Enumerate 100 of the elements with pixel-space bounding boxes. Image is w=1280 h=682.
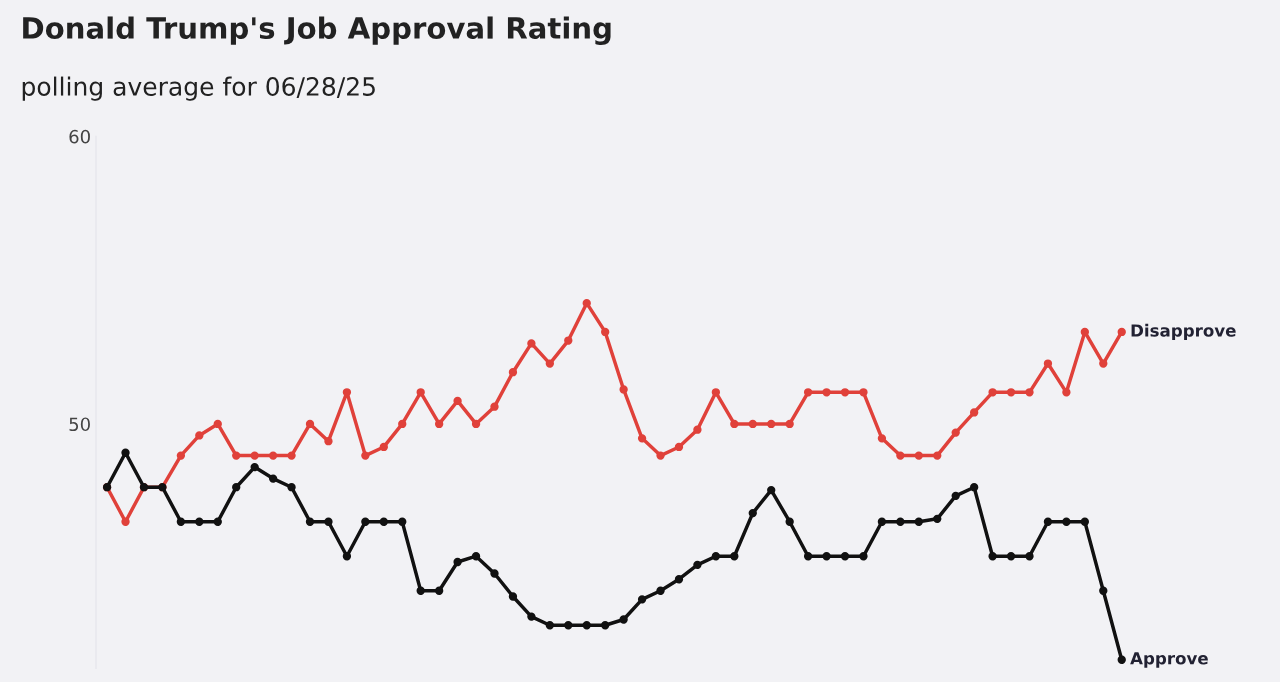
point (305, 419, 315, 429)
point (1025, 388, 1034, 397)
point (1043, 359, 1053, 368)
point (213, 517, 222, 526)
point (969, 483, 979, 492)
point (508, 368, 518, 377)
point (324, 517, 333, 526)
point (195, 517, 204, 526)
point (730, 419, 739, 429)
point (287, 451, 296, 460)
point (527, 612, 536, 621)
point (379, 517, 388, 526)
point (324, 437, 333, 446)
point (951, 491, 960, 500)
point (545, 359, 554, 368)
point (859, 552, 868, 561)
point (1043, 517, 1053, 526)
point (601, 327, 610, 337)
point (840, 388, 850, 397)
point (232, 451, 241, 460)
point (933, 514, 942, 523)
point (951, 428, 960, 437)
point (1062, 517, 1071, 526)
point (730, 552, 739, 561)
point (896, 517, 905, 526)
point (1025, 552, 1034, 561)
point (1006, 552, 1016, 561)
point (121, 517, 130, 526)
point (1099, 359, 1108, 368)
point (398, 419, 407, 429)
point (434, 419, 444, 429)
point (877, 434, 887, 443)
point (471, 419, 481, 429)
point (840, 552, 850, 561)
point (287, 483, 296, 492)
point (342, 388, 352, 397)
point (508, 592, 518, 601)
point (674, 575, 684, 584)
point (619, 615, 628, 624)
point (582, 621, 591, 630)
point (1117, 327, 1126, 337)
point (674, 442, 684, 452)
point (527, 339, 536, 348)
point (1006, 388, 1016, 397)
point (637, 434, 647, 443)
point (1099, 586, 1108, 595)
point (785, 517, 794, 526)
point (545, 621, 554, 630)
point (619, 385, 628, 394)
y-tick-label: 60 (69, 129, 90, 144)
point (361, 517, 370, 526)
point (914, 451, 923, 460)
point (490, 402, 499, 411)
point (988, 388, 997, 397)
series-label: Disapprove (1131, 323, 1236, 340)
point (785, 419, 794, 429)
point (121, 448, 130, 457)
point (434, 586, 444, 595)
point (822, 552, 831, 561)
point (822, 388, 831, 397)
point (969, 408, 979, 417)
point (656, 451, 665, 460)
point (268, 474, 278, 483)
point (693, 425, 702, 434)
point (453, 557, 462, 567)
point (748, 508, 757, 518)
point (213, 419, 222, 429)
chart-subtitle: polling average for 06/28/25 (22, 76, 375, 101)
point (416, 586, 425, 595)
point (859, 388, 868, 397)
point (305, 517, 315, 526)
point (195, 431, 204, 440)
point (803, 388, 813, 397)
point (767, 419, 776, 429)
point (914, 517, 923, 526)
point (711, 388, 721, 397)
point (490, 569, 499, 578)
point (877, 517, 887, 526)
point (342, 552, 352, 561)
point (416, 388, 425, 397)
point (564, 621, 573, 630)
point (471, 552, 481, 561)
point (656, 586, 665, 595)
point (176, 517, 186, 526)
point (398, 517, 407, 526)
series-label: Approve (1130, 652, 1208, 668)
point (379, 442, 388, 452)
point (637, 595, 647, 604)
point (1117, 655, 1126, 664)
point (711, 552, 721, 561)
y-tick-label: 50 (69, 417, 90, 432)
chart-title: Donald Trump's Job Approval Rating (23, 16, 611, 45)
point (232, 483, 241, 492)
point (564, 336, 573, 345)
point (1080, 517, 1089, 526)
point (748, 419, 757, 429)
point (988, 552, 997, 561)
point (361, 451, 370, 460)
point (693, 560, 702, 570)
point (896, 451, 905, 460)
